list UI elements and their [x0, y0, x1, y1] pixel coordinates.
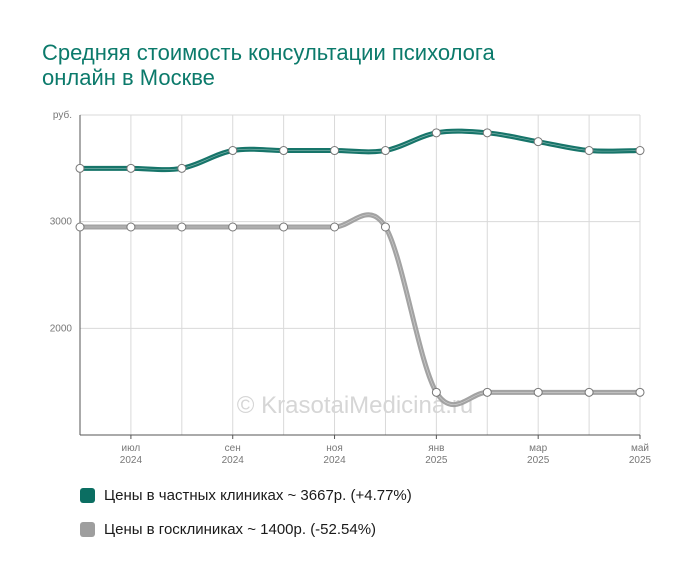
x-tick-label-year: 2025 — [629, 455, 652, 466]
legend-swatch-private — [80, 487, 95, 503]
data-point — [584, 387, 594, 397]
data-point — [279, 222, 289, 232]
chart-title-line2: онлайн в Москве — [42, 65, 215, 90]
data-point — [431, 387, 441, 397]
data-point — [330, 222, 340, 232]
chart-title-line1: Средняя стоимость консультации психолога — [42, 40, 495, 65]
data-point — [482, 128, 492, 138]
legend-item-private[interactable]: Цены в частных клиниках ~ 3667р. (+4.77%… — [80, 484, 412, 506]
watermark-text: © KrasotaiMedicina.ru — [237, 392, 473, 419]
series-line-highlight-1 — [79, 214, 640, 405]
legend-swatch-public — [80, 521, 95, 537]
x-tick-label-year: 2025 — [527, 455, 550, 466]
x-tick-label-year: 2025 — [425, 455, 448, 466]
data-point — [126, 222, 136, 232]
x-tick-label: июл — [122, 443, 141, 454]
y-tick-label: 2000 — [50, 323, 73, 334]
data-point — [228, 222, 238, 232]
data-point — [126, 163, 136, 173]
data-point — [228, 146, 238, 156]
x-tick-label: ноя — [326, 443, 343, 454]
data-point — [330, 146, 340, 156]
data-point — [75, 163, 85, 173]
series-line-0 — [77, 128, 643, 173]
legend-item-public[interactable]: Цены в госклиниках ~ 1400р. (-52.54%) — [80, 518, 412, 540]
data-point — [584, 146, 594, 156]
legend-label-public: Цены в госклиниках ~ 1400р. (-52.54%) — [104, 520, 377, 538]
chart-title: Средняя стоимость консультации психолога… — [42, 40, 642, 90]
data-point — [431, 128, 441, 138]
chart-legend: Цены в частных клиниках ~ 3667р. (+4.77%… — [80, 484, 412, 552]
series-line-1 — [77, 212, 643, 407]
data-point — [380, 146, 390, 156]
data-point — [279, 146, 289, 156]
y-tick-label: 3000 — [50, 217, 73, 228]
x-tick-label-year: 2024 — [120, 455, 143, 466]
data-point — [635, 146, 645, 156]
x-tick-label: май — [631, 443, 649, 454]
legend-label-private: Цены в частных клиниках ~ 3667р. (+4.77%… — [104, 486, 412, 504]
x-tick-label: янв — [428, 443, 444, 454]
data-point — [380, 222, 390, 232]
data-point — [75, 222, 85, 232]
data-point — [177, 222, 187, 232]
x-tick-label-year: 2024 — [222, 455, 245, 466]
data-point — [533, 387, 543, 397]
x-tick-label-year: 2024 — [323, 455, 346, 466]
data-point — [177, 163, 187, 173]
line-chart: руб.30002000июл2024сен2024ноя2024янв2025… — [50, 109, 652, 466]
data-point — [635, 387, 645, 397]
data-point — [533, 137, 543, 147]
x-tick-label: мар — [529, 443, 547, 454]
y-tick-label: руб. — [53, 109, 72, 121]
data-point — [482, 387, 492, 397]
x-tick-label: сен — [225, 443, 241, 454]
